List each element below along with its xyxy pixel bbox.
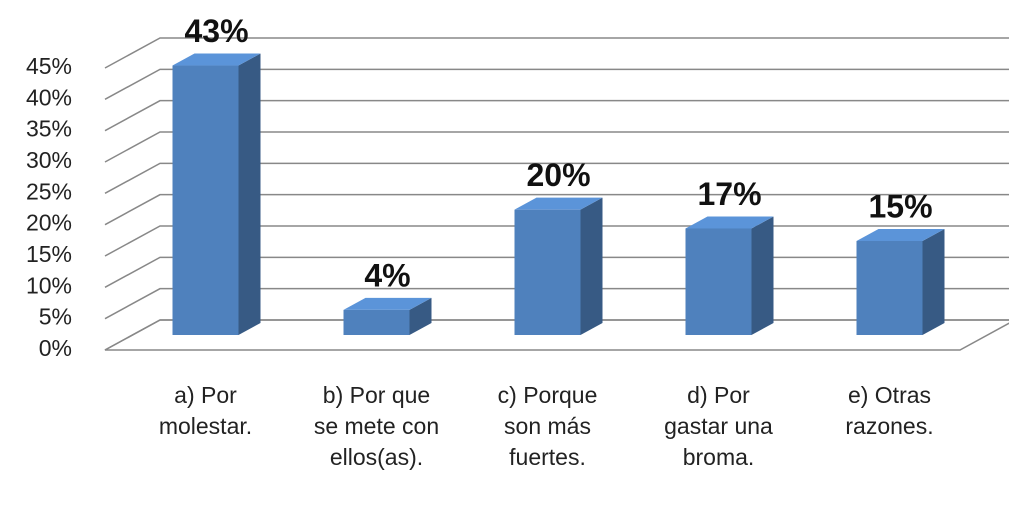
bar-side — [751, 216, 774, 335]
y-tick-label: 35% — [26, 116, 72, 142]
bar-top — [514, 197, 603, 210]
bar-side — [238, 53, 261, 336]
bar — [343, 309, 410, 335]
y-tick-label: 10% — [26, 272, 72, 298]
grid-line — [104, 68, 1009, 100]
bar-side — [409, 297, 432, 335]
bar-top — [172, 53, 261, 66]
bar-side — [580, 197, 603, 335]
bar — [514, 209, 581, 335]
value-label: 15% — [868, 188, 932, 224]
y-tick-label: 25% — [26, 178, 72, 204]
bar-top — [856, 229, 945, 241]
y-tick-label: 5% — [39, 304, 72, 330]
grid-line — [104, 37, 1009, 69]
value-label: 43% — [184, 13, 248, 49]
grid-line — [104, 193, 1009, 226]
y-tick-label: 45% — [26, 53, 72, 79]
bar — [856, 241, 923, 335]
grid-line — [104, 99, 1009, 132]
x-tick-label: d) Por gastar una broma. — [664, 382, 773, 470]
x-tick-label: b) Por que se mete con ellos(as). — [313, 382, 440, 470]
y-tick-label: 0% — [39, 335, 72, 361]
value-label: 20% — [526, 157, 590, 193]
bar-top — [685, 216, 774, 229]
bar — [685, 228, 752, 335]
bar-side — [922, 229, 945, 335]
bar-top — [343, 297, 432, 310]
bar — [172, 65, 239, 336]
y-tick-label: 40% — [26, 84, 72, 110]
grid-line — [104, 131, 1009, 163]
x-tick-label: a) Por molestar. — [158, 382, 253, 439]
value-label: 4% — [364, 257, 410, 293]
value-label: 17% — [697, 176, 761, 212]
grid-line — [104, 162, 1009, 194]
y-tick-label: 15% — [26, 241, 72, 267]
x-tick-label: e) Otras razones. — [845, 382, 934, 439]
y-tick-label: 30% — [26, 147, 72, 173]
y-tick-label: 20% — [26, 210, 72, 236]
x-tick-label: c) Porque son más fuertes. — [497, 382, 598, 470]
